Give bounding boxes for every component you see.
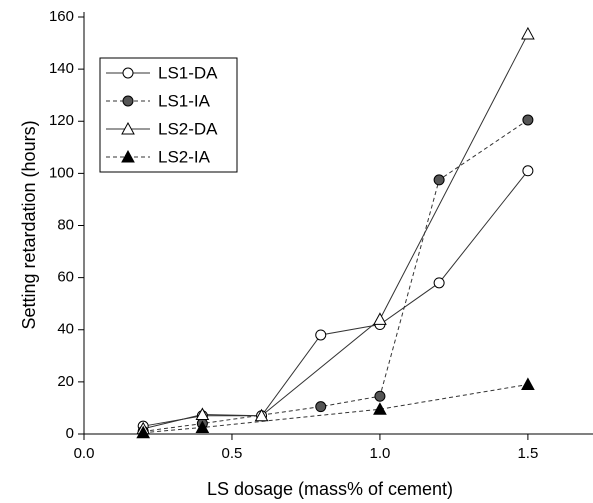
marker [373,312,387,325]
legend-label: LS1-IA [158,91,211,110]
y-tick-label: 60 [57,269,74,286]
y-tick-label: 140 [49,60,74,77]
y-tick-label: 40 [57,321,74,338]
marker [522,114,534,126]
x-tick-label: 0.5 [222,445,243,462]
series-line [143,170,529,427]
marker [373,402,387,415]
marker [254,408,269,422]
x-tick-label: 1.5 [517,445,538,462]
legend-marker [122,67,134,79]
y-tick-label: 120 [49,112,74,129]
marker [136,425,151,439]
marker [433,174,445,186]
legend-box [99,57,238,173]
y-tick-label: 160 [49,8,74,25]
series-line [143,383,528,434]
y-tick-label: 100 [49,164,74,181]
y-tick-label: 0 [66,425,74,442]
y-tick-label: 20 [57,373,74,390]
marker [374,390,386,402]
marker [315,329,327,341]
marker [195,407,210,420]
marker [521,377,535,390]
x-axis-title: LS dosage (mass% of cement) [207,479,453,499]
legend-label: LS2-DA [158,119,218,138]
x-tick-label: 0.0 [74,445,95,462]
y-axis-title: Setting retardation (hours) [19,120,39,329]
marker [433,277,445,289]
x-tick-label: 1.0 [370,445,391,462]
y-tick-label: 80 [57,216,74,233]
legend-marker [121,121,135,135]
marker [521,26,535,40]
legend-label: LS1-DA [158,63,218,82]
marker [315,401,327,413]
legend-marker [121,149,135,163]
marker [195,420,210,433]
series-line [143,119,529,432]
legend-label: LS2-IA [158,147,211,166]
legend-marker [122,95,134,107]
marker [522,165,534,177]
